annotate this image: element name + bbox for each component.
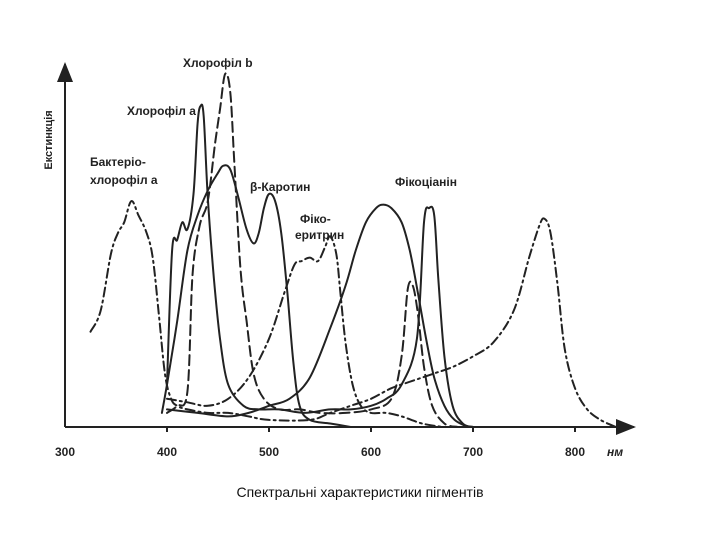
- x-tick-labels: 300 400 500 600 700 800: [55, 427, 585, 459]
- y-axis-label: Екстинкція: [43, 110, 55, 169]
- series-label-6: еритрин: [295, 228, 344, 242]
- series-line-хлорофіл-b: [166, 72, 459, 428]
- series-label-3: хлорофіл a: [90, 173, 158, 187]
- series-labels: Хлорофіл b Хлорофіл a Бактеріо-хлорофіл a β…: [90, 56, 457, 242]
- x-tick-label-800: 800: [565, 445, 585, 459]
- series-line-хлорофіл-a: [166, 103, 474, 428]
- series-label-2: Бактеріо-: [90, 155, 146, 169]
- figure-caption: Спектральні характеристики пігментів: [236, 484, 484, 500]
- x-tick-label-600: 600: [361, 445, 381, 459]
- x-tick-label-400: 400: [157, 445, 177, 459]
- series-label-4: β-Каротин: [250, 180, 310, 194]
- x-tick-label-500: 500: [259, 445, 279, 459]
- series-line-каротин: [160, 164, 352, 428]
- series-label-5: Фіко-: [300, 212, 331, 226]
- series-line-фікоеритрин: [166, 235, 444, 428]
- series-line-фікоціанін: [166, 203, 469, 428]
- series-label-0: Хлорофіл b: [183, 56, 253, 70]
- series-label-7: Фікоціанін: [395, 175, 457, 189]
- x-tick-label-700: 700: [463, 445, 483, 459]
- spectra-series: [89, 72, 617, 428]
- series-label-1: Хлорофіл a: [127, 104, 196, 118]
- x-axis-unit: нм: [607, 445, 623, 459]
- x-tick-label-300: 300: [55, 445, 75, 459]
